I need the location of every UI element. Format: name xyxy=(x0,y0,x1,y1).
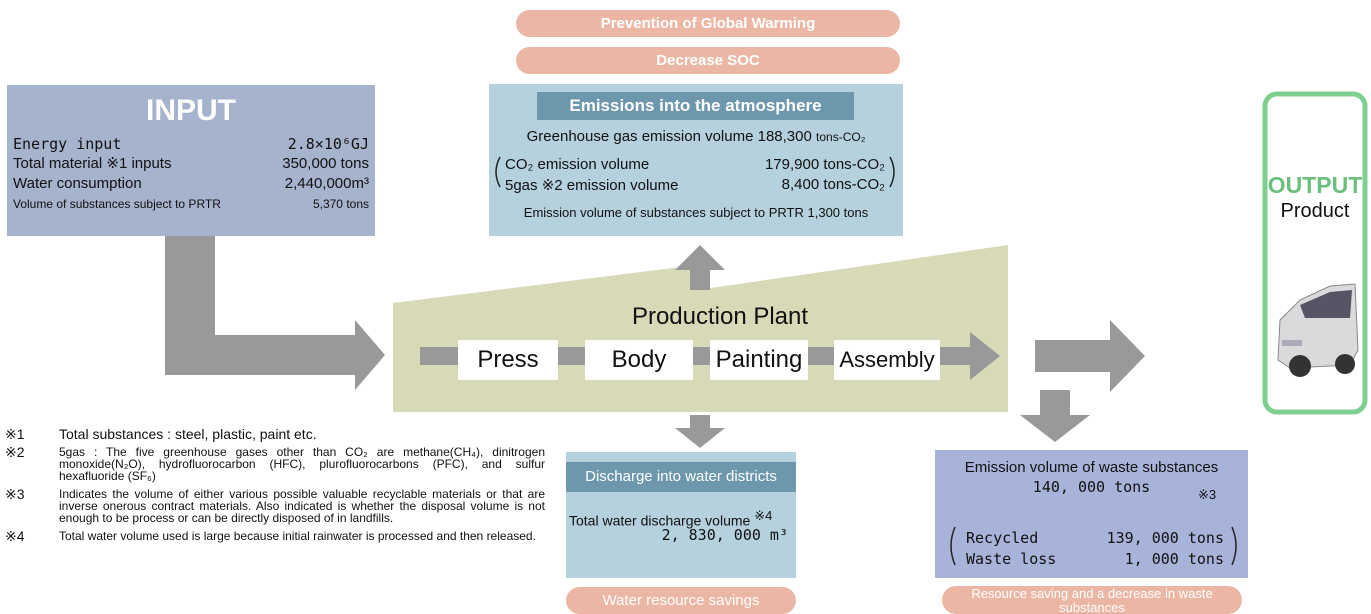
emissions-title: Emissions into the atmosphere xyxy=(537,92,854,120)
waste-arrow xyxy=(1020,390,1090,442)
emission-row: CO₂ emission volume 179,900 tons-CO₂ xyxy=(505,156,885,173)
step: Press xyxy=(458,340,558,380)
ghg-line: Greenhouse gas emission volume 188,300 t… xyxy=(493,128,899,145)
label: Total material ※1 inputs xyxy=(13,154,171,174)
label: Waste loss xyxy=(966,550,1056,568)
note-mark: ※4 xyxy=(5,530,59,542)
note-text: 5gas : The five greenhouse gases other t… xyxy=(59,446,545,482)
note-text: Total water volume used is large because… xyxy=(59,530,536,542)
label: CO₂ emission volume xyxy=(505,156,649,173)
input-row: Total material ※1 inputs 350,000 tons xyxy=(13,154,369,174)
label: Water consumption xyxy=(13,174,142,194)
note-mark: ※2 xyxy=(5,446,59,482)
step: Painting xyxy=(710,340,808,380)
label: Volume of substances subject to PRTR xyxy=(13,194,221,214)
input-row: Water consumption 2,440,000m³ xyxy=(13,174,369,194)
value: 8,400 tons-CO₂ xyxy=(782,176,885,194)
step: Assembly xyxy=(834,340,940,380)
water-title: Discharge into water districts xyxy=(566,462,796,492)
label: 5gas ※2 emission volume xyxy=(505,176,678,194)
value: 350,000 tons xyxy=(282,154,369,174)
input-row: Energy input 2.8×10⁶GJ xyxy=(13,134,369,154)
value: 1, 000 tons xyxy=(1125,550,1224,568)
emission-row: 5gas ※2 emission volume 8,400 tons-CO₂ xyxy=(505,176,885,194)
waste-title: Emission volume of waste substances xyxy=(935,459,1248,476)
input-title: INPUT xyxy=(7,94,375,128)
value: 5,370 tons xyxy=(313,194,369,214)
label: Energy input xyxy=(13,134,121,154)
step: Body xyxy=(585,340,693,380)
down-arrow xyxy=(675,415,725,448)
note-text: Indicates the volume of either various p… xyxy=(59,488,545,524)
ghg-value: 188,300 xyxy=(758,128,812,145)
value: 2.8×10⁶GJ xyxy=(288,134,369,154)
note-text: Total substances : steel, plastic, paint… xyxy=(59,428,317,440)
ghg-unit: tons-CO₂ xyxy=(816,130,865,144)
page: Prevention of Global Warming Decrease SO… xyxy=(0,0,1371,614)
prtr-line: Emission volume of substances subject to… xyxy=(489,205,903,220)
value: 139, 000 tons xyxy=(1107,529,1224,547)
waste-row: Recycled 139, 000 tons xyxy=(966,529,1224,547)
input-row: Volume of substances subject to PRTR 5,37… xyxy=(13,194,369,214)
input-arrow xyxy=(165,236,385,390)
label: Recycled xyxy=(966,529,1038,547)
output-arrow xyxy=(1035,320,1145,392)
top-label: Prevention of Global Warming xyxy=(516,10,900,37)
water-note: ※4 xyxy=(754,508,772,523)
value: 2,440,000m³ xyxy=(285,174,369,194)
water-footer: Water resource savings xyxy=(566,587,796,614)
plant-title: Production Plant xyxy=(560,303,880,331)
output-title: OUTPUT xyxy=(1265,172,1365,199)
value: 179,900 tons-CO₂ xyxy=(765,156,885,173)
note-mark: ※3 xyxy=(5,488,59,524)
waste-row: Waste loss 1, 000 tons xyxy=(966,550,1224,568)
note-mark: ※1 xyxy=(5,428,59,440)
top-label: Decrease SOC xyxy=(516,47,900,74)
waste-note: ※3 xyxy=(1198,487,1216,503)
ghg-label: Greenhouse gas emission volume xyxy=(527,128,754,145)
waste-footer: Resource saving and a decrease in waste … xyxy=(942,586,1242,614)
output-subtitle: Product xyxy=(1265,200,1365,223)
water-value: 2, 830, 000 m³ xyxy=(566,526,788,544)
